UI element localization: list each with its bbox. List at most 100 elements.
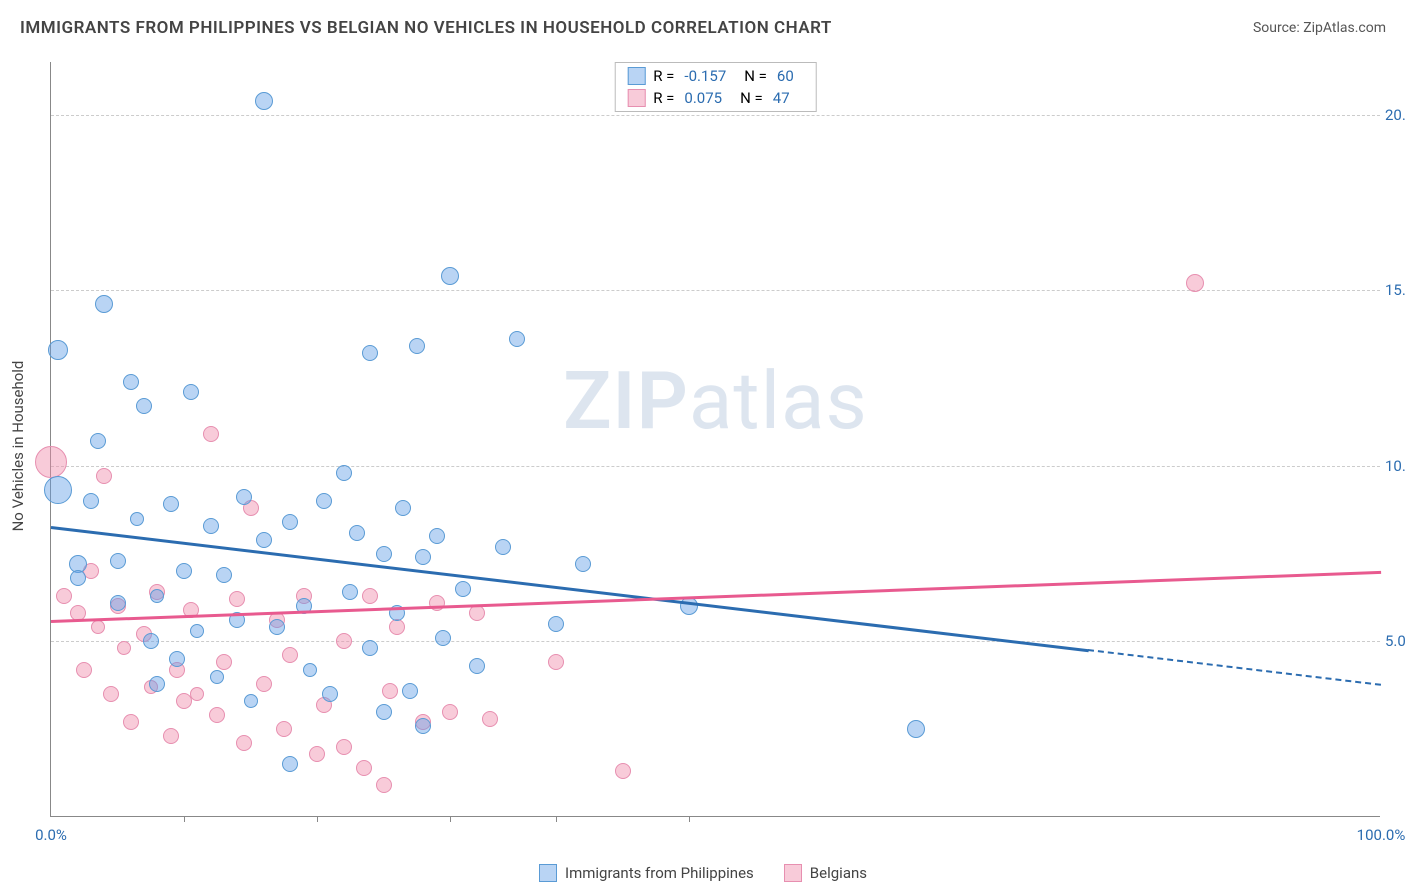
scatter-point-blue [322, 686, 338, 702]
scatter-point-blue [282, 756, 298, 772]
scatter-point-blue [362, 640, 378, 656]
scatter-point-blue [203, 518, 219, 534]
header-row: IMMIGRANTS FROM PHILIPPINES VS BELGIAN N… [20, 18, 1386, 38]
swatch-blue-icon [627, 67, 645, 85]
trendline-pink [51, 571, 1381, 623]
scatter-point-pink [216, 654, 232, 670]
scatter-point-pink [615, 763, 631, 779]
gridline [51, 641, 1380, 642]
scatter-point-blue [575, 556, 591, 572]
scatter-point-blue [680, 597, 698, 615]
scatter-point-blue [150, 589, 164, 603]
scatter-point-blue [130, 512, 144, 526]
scatter-point-blue [402, 683, 418, 699]
scatter-point-pink [276, 721, 292, 737]
scatter-point-pink [442, 704, 458, 720]
chart-title: IMMIGRANTS FROM PHILIPPINES VS BELGIAN N… [20, 18, 832, 38]
scatter-point-blue [136, 398, 152, 414]
scatter-point-pink [236, 735, 252, 751]
gridline [51, 466, 1380, 467]
scatter-point-pink [382, 683, 398, 699]
plot-area: ZIPatlas R = -0.157 N = 60 R = 0.075 N =… [50, 62, 1380, 817]
ytick-label: 20.0% [1385, 106, 1406, 124]
scatter-point-blue [376, 704, 392, 720]
r-value-pink: 0.075 [684, 89, 722, 107]
scatter-point-pink [309, 746, 325, 762]
scatter-point-pink [336, 739, 352, 755]
legend-label-pink: Belgians [810, 864, 867, 882]
legend-row-blue: R = -0.157 N = 60 [615, 65, 816, 87]
scatter-point-blue [236, 489, 252, 505]
scatter-point-blue [376, 546, 392, 562]
scatter-point-blue [256, 532, 272, 548]
watermark: ZIPatlas [563, 354, 868, 448]
scatter-point-blue [149, 676, 165, 692]
ytick-label: 10.0% [1385, 457, 1406, 475]
scatter-point-blue [282, 514, 298, 530]
source-label: Source: ZipAtlas.com [1253, 20, 1386, 36]
gridline [51, 115, 1380, 116]
scatter-point-pink [123, 714, 139, 730]
scatter-point-pink [376, 777, 392, 793]
scatter-point-blue [44, 476, 72, 504]
scatter-point-pink [209, 707, 225, 723]
scatter-point-blue [269, 619, 285, 635]
scatter-point-blue [255, 92, 273, 110]
scatter-point-blue [183, 384, 199, 400]
scatter-point-blue [548, 616, 564, 632]
scatter-point-blue [244, 694, 258, 708]
scatter-point-blue [169, 651, 185, 667]
scatter-point-blue [441, 267, 459, 285]
scatter-point-blue [70, 570, 86, 586]
scatter-point-blue [110, 553, 126, 569]
scatter-point-pink [190, 687, 204, 701]
swatch-blue-icon [539, 864, 557, 882]
scatter-point-pink [282, 647, 298, 663]
scatter-point-blue [143, 633, 159, 649]
scatter-point-blue [123, 374, 139, 390]
swatch-pink-icon [784, 864, 802, 882]
xtick [556, 816, 557, 822]
legend-item-blue: Immigrants from Philippines [539, 864, 754, 882]
scatter-point-blue [415, 549, 431, 565]
scatter-point-pink [96, 468, 112, 484]
scatter-point-blue [316, 493, 332, 509]
r-value-blue: -0.157 [684, 67, 726, 85]
ytick-label: 15.0% [1385, 281, 1406, 299]
scatter-point-blue [362, 345, 378, 361]
scatter-point-blue [415, 718, 431, 734]
scatter-point-pink [482, 711, 498, 727]
scatter-point-blue [110, 595, 126, 611]
scatter-point-pink [103, 686, 119, 702]
legend-row-pink: R = 0.075 N = 47 [615, 87, 816, 109]
scatter-point-pink [229, 591, 245, 607]
scatter-point-blue [48, 340, 68, 360]
scatter-point-blue [336, 465, 352, 481]
scatter-point-blue [435, 630, 451, 646]
y-axis-label: No Vehicles in Household [9, 361, 27, 532]
scatter-point-blue [429, 528, 445, 544]
scatter-point-blue [176, 563, 192, 579]
scatter-point-blue [495, 539, 511, 555]
scatter-point-pink [336, 633, 352, 649]
scatter-point-pink [91, 620, 105, 634]
trendline-blue-dashed [1088, 649, 1381, 686]
xtick-label: 0.0% [35, 826, 67, 844]
swatch-pink-icon [627, 89, 645, 107]
scatter-point-pink [117, 641, 131, 655]
scatter-point-blue [95, 295, 113, 313]
scatter-point-pink [548, 654, 564, 670]
n-value-pink: 47 [773, 89, 790, 107]
scatter-point-blue [342, 584, 358, 600]
scatter-point-blue [303, 663, 317, 677]
scatter-point-pink [362, 588, 378, 604]
gridline [51, 290, 1380, 291]
legend-bottom: Immigrants from Philippines Belgians [539, 864, 867, 882]
scatter-point-pink [163, 728, 179, 744]
scatter-point-pink [256, 676, 272, 692]
scatter-point-blue [216, 567, 232, 583]
scatter-point-pink [1186, 274, 1204, 292]
scatter-point-pink [389, 619, 405, 635]
scatter-point-pink [356, 760, 372, 776]
scatter-point-blue [349, 525, 365, 541]
